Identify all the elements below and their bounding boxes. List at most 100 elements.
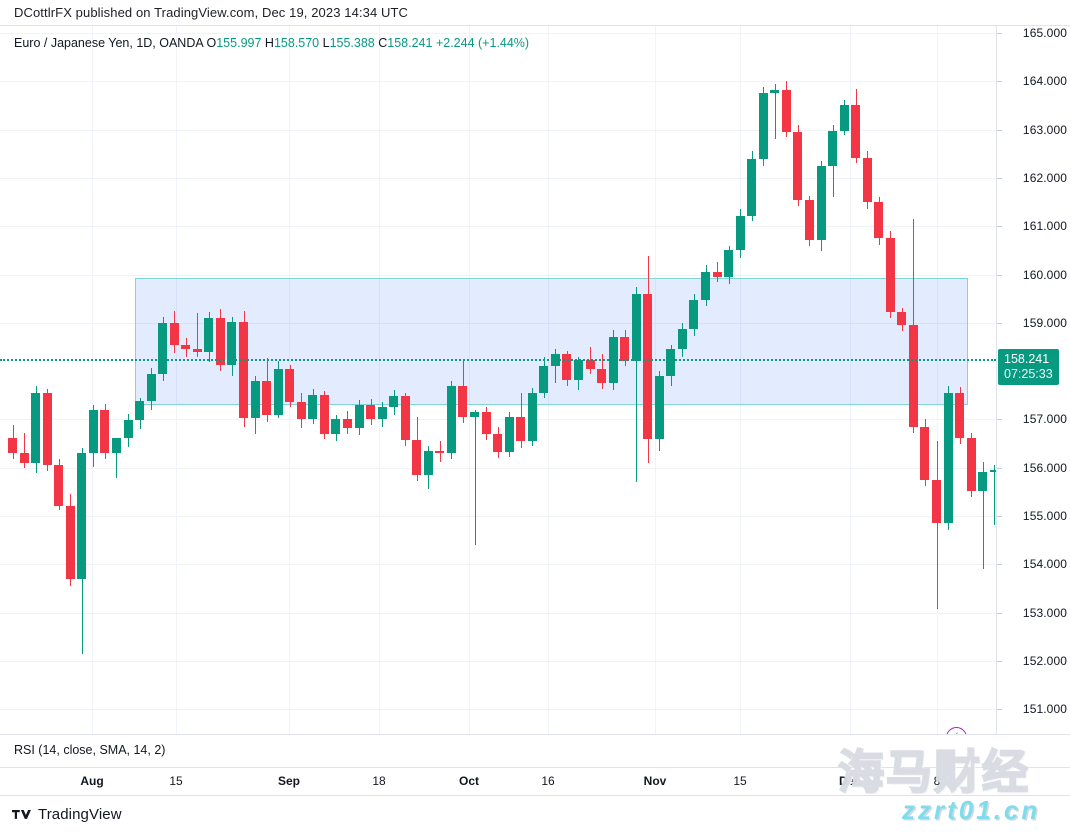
time-gridline <box>176 26 177 734</box>
candle-body <box>781 89 791 132</box>
price-tick-label: 151.000 <box>1022 702 1067 717</box>
price-tick-dash <box>997 467 1002 469</box>
tradingview-footer: TradingView <box>12 806 122 823</box>
price-gridline <box>0 81 996 83</box>
candle-body <box>885 238 895 313</box>
candle-body <box>319 395 329 434</box>
candle-body <box>643 293 653 439</box>
candle-body <box>573 360 583 380</box>
candle-wick <box>983 461 984 570</box>
price-tick-label: 153.000 <box>1022 605 1067 620</box>
candle-body <box>955 392 965 438</box>
price-gridline <box>0 322 996 324</box>
time-gridline <box>740 26 741 734</box>
candle-wick <box>24 432 25 468</box>
candle-body <box>88 409 98 454</box>
legend-high-value: 158.570 <box>273 36 320 50</box>
price-tick-label: 156.000 <box>1022 460 1067 475</box>
price-tick-label: 161.000 <box>1022 219 1067 234</box>
candle-body <box>677 328 687 350</box>
current-price-tag[interactable]: 158.241 07:25:33 <box>998 349 1059 386</box>
candle-body <box>804 199 814 240</box>
price-gridline <box>0 274 996 276</box>
candle-body <box>77 453 87 579</box>
candle-body <box>54 465 64 507</box>
price-tick-label: 155.000 <box>1022 509 1067 523</box>
legend-change: +2.244 (+1.44%) <box>435 36 530 50</box>
rsi-pane: RSI (14, close, SMA, 14, 2) <box>0 735 1070 768</box>
candle-body <box>285 368 295 403</box>
price-tick-label: 162.000 <box>1022 170 1067 185</box>
candle-body <box>366 404 376 420</box>
price-gridline <box>0 467 996 469</box>
price-tick-dash <box>997 33 1002 34</box>
candle-body <box>354 404 364 429</box>
candle-wick <box>937 441 938 609</box>
time-tick-label: Sep <box>277 774 301 788</box>
candle-body <box>19 453 29 463</box>
price-tick-label: 163.000 <box>1022 122 1067 137</box>
current-price-value: 158.241 <box>1004 352 1050 367</box>
legend-symbol: Euro / Japanese Yen, 1D, OANDA <box>14 36 204 50</box>
price-tick-label: 160.000 <box>1022 267 1067 282</box>
legend-low-value: 155.388 <box>329 36 375 50</box>
candle-body <box>65 506 75 579</box>
candle-body <box>654 375 664 439</box>
candle-body <box>8 437 17 454</box>
price-tick-dash <box>997 660 1002 662</box>
price-tick-label: 157.000 <box>1022 412 1067 427</box>
candle-body <box>562 354 572 380</box>
time-tick-label: 8 <box>933 774 941 788</box>
price-gridline <box>0 612 996 614</box>
tradingview-logo-icon <box>12 809 31 819</box>
price-gridline <box>0 177 996 179</box>
time-tick-label: Nov <box>643 774 667 788</box>
price-gridline <box>0 129 996 131</box>
watermark-url: zzrt01.cn <box>902 795 1041 825</box>
rsi-legend-label: RSI (14, close, SMA, 14, 2) <box>14 743 166 757</box>
price-gridline <box>0 226 996 228</box>
time-tick-label: 18 <box>372 774 386 788</box>
price-tick-label: 164.000 <box>1022 74 1067 89</box>
highlight-zone-rectangle[interactable] <box>135 278 968 405</box>
candle-body <box>620 337 630 362</box>
lightning-alert-icon[interactable] <box>946 727 967 734</box>
candle-body <box>169 322 179 345</box>
candle-body <box>874 202 884 239</box>
price-pane: 165.000 164.000 163.000 162.000 161.000 160.0… <box>0 25 1070 735</box>
price-tick-label: 152.000 <box>1022 653 1067 668</box>
candle-wick <box>197 313 198 357</box>
price-tick-dash <box>997 129 1002 131</box>
candle-body <box>470 412 479 417</box>
candle-body <box>215 317 225 366</box>
time-gridline <box>379 26 380 734</box>
price-tick-dash <box>997 709 1002 711</box>
candle-body <box>273 368 283 415</box>
candle-body <box>966 437 976 491</box>
candle-body <box>342 419 352 429</box>
candle-body <box>412 439 422 475</box>
candle-body <box>435 450 445 454</box>
price-gridline <box>0 709 996 711</box>
price-plot-area[interactable] <box>0 26 996 734</box>
price-tick-dash <box>997 322 1002 324</box>
price-tick-label: 154.000 <box>1022 557 1067 572</box>
price-tick-dash <box>997 274 1002 276</box>
candle-body <box>389 396 399 408</box>
time-gridline <box>92 26 93 734</box>
time-tick-label: Oct <box>458 774 480 788</box>
candle-body <box>527 392 537 442</box>
price-tick-dash <box>997 612 1002 614</box>
candle-wick <box>775 83 776 140</box>
candle-body <box>539 366 549 393</box>
candle-body <box>816 165 826 240</box>
candle-body <box>828 130 838 166</box>
price-tick-dash <box>997 419 1002 421</box>
candle-body <box>192 349 202 352</box>
time-axis[interactable]: Aug 15 Sep 18 Oct 16 Nov 15 Dec 8 <box>0 768 1070 796</box>
tradingview-brand-label: TradingView <box>38 806 122 823</box>
time-gridline <box>548 26 549 734</box>
time-tick-label: 16 <box>541 774 555 788</box>
candle-body <box>908 325 918 427</box>
